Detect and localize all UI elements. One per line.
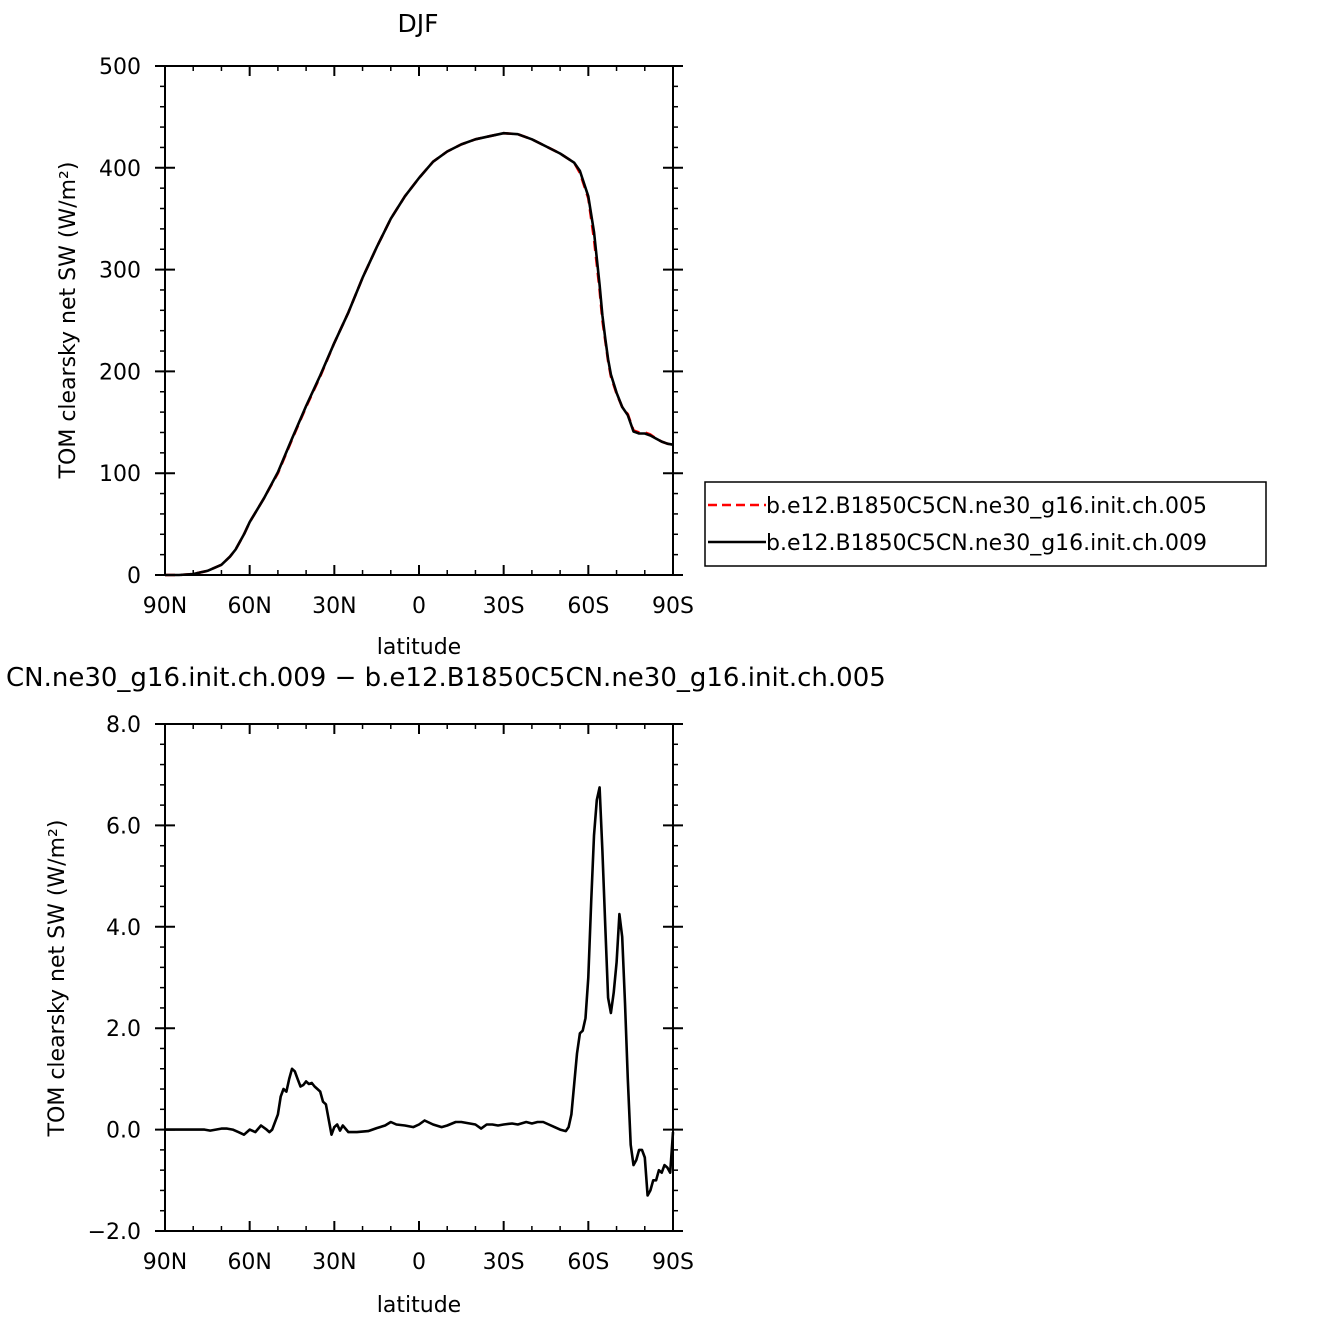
- top-x-tick-label: 90S: [652, 594, 694, 619]
- top-panel: DJF 90N 60N 30N 0 30S 60S 90S0100200300400500 …: [56, 9, 1267, 660]
- top-plot-area: 90N 60N 30N 0 30S 60S 90S 0 100 200 300 400 500: [99, 55, 694, 619]
- top-x-tick-label: 30N: [312, 594, 356, 619]
- bottom-panel: CN.ne30_g16.init.ch.009 − b.e12.B1850C5C…: [6, 663, 886, 1318]
- top-y-tick-label: 200: [99, 360, 141, 385]
- bottom-plot-frame: [164, 723, 674, 1232]
- top-series-line-0: [165, 131, 674, 577]
- bottom-y-tick-label: 4.0: [106, 916, 141, 941]
- top-y-tick-label: 500: [99, 55, 141, 80]
- bottom-x-tick-label: 30S: [483, 1250, 525, 1275]
- legend: b.e12.B1850C5CN.ne30_g16.init.ch.005 b.e…: [704, 481, 1267, 567]
- top-x-tick-label: 30S: [483, 594, 525, 619]
- top-y-tick-label: 100: [99, 462, 141, 487]
- top-x-tick-label: 60N: [227, 594, 271, 619]
- bottom-x-tick-label: 90S: [652, 1250, 694, 1275]
- legend-label-009: b.e12.B1850C5CN.ne30_g16.init.ch.009: [766, 531, 1207, 556]
- top-x-tick-label: 0: [412, 594, 426, 619]
- bottom-x-tick-label: 30N: [312, 1250, 356, 1275]
- top-x-tick-label: 60S: [567, 594, 609, 619]
- legend-box: [704, 481, 1267, 567]
- top-x-tick-label: 90N: [143, 594, 187, 619]
- bottom-x-tick-label: 0: [412, 1250, 426, 1275]
- bottom-y-axis-label: TOM clearsky net SW (W/m²): [45, 820, 70, 1138]
- top-plot-frame: [164, 65, 674, 576]
- bottom-y-tick-label: 6.0: [106, 814, 141, 839]
- bottom-series-line-0: [165, 786, 675, 1197]
- bottom-y-tick-label: 0.0: [106, 1119, 141, 1144]
- bottom-x-tick-label: 60N: [227, 1250, 271, 1275]
- top-y-tick-label: 0: [127, 564, 141, 589]
- top-y-tick-label: 400: [99, 157, 141, 182]
- bottom-y-tick-label: −2.0: [88, 1220, 141, 1245]
- bottom-y-tick-label: 8.0: [106, 713, 141, 738]
- top-x-axis-label: latitude: [377, 635, 461, 660]
- bottom-x-tick-label: 90N: [143, 1250, 187, 1275]
- top-panel-title: DJF: [397, 9, 438, 38]
- bottom-plot-area: 90N 60N 30N 0 30S 60S 90S −2.0 0.0 2.0 4.0 6.0 8.0: [88, 713, 694, 1275]
- legend-label-005: b.e12.B1850C5CN.ne30_g16.init.ch.005: [766, 494, 1207, 519]
- bottom-x-axis-label: latitude: [377, 1293, 461, 1318]
- bottom-x-tick-label: 60S: [567, 1250, 609, 1275]
- top-y-tick-label: 300: [99, 259, 141, 284]
- bottom-y-tick-label: 2.0: [106, 1017, 141, 1042]
- top-series-line-1: [165, 131, 674, 577]
- bottom-panel-title: CN.ne30_g16.init.ch.009 − b.e12.B1850C5C…: [6, 663, 886, 693]
- top-y-axis-label: TOM clearsky net SW (W/m²): [56, 162, 81, 480]
